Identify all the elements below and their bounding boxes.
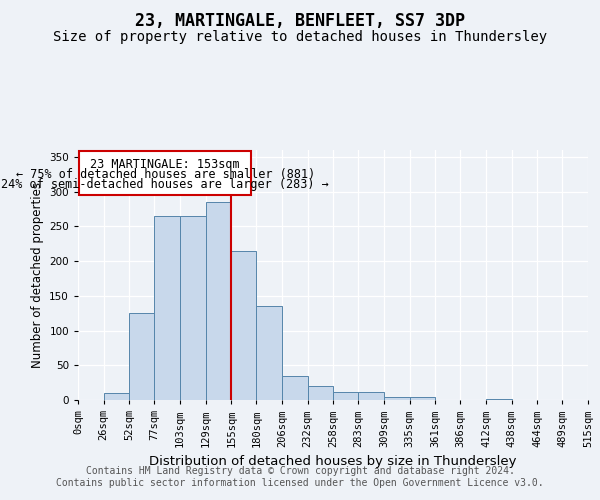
Bar [384, 396, 410, 400]
Text: ← 75% of detached houses are smaller (881): ← 75% of detached houses are smaller (88… [16, 168, 315, 181]
Text: 24% of semi-detached houses are larger (283) →: 24% of semi-detached houses are larger (… [1, 178, 329, 191]
Text: Size of property relative to detached houses in Thundersley: Size of property relative to detached ho… [53, 30, 547, 44]
Bar [130, 313, 154, 400]
Bar [282, 376, 308, 400]
Bar [334, 392, 358, 400]
Bar [104, 393, 130, 400]
FancyBboxPatch shape [79, 152, 251, 195]
Bar [206, 202, 232, 400]
Bar [308, 386, 334, 400]
Bar [154, 216, 180, 400]
Bar [180, 216, 206, 400]
Text: 23, MARTINGALE, BENFLEET, SS7 3DP: 23, MARTINGALE, BENFLEET, SS7 3DP [135, 12, 465, 30]
Y-axis label: Number of detached properties: Number of detached properties [31, 182, 44, 368]
Bar [358, 392, 384, 400]
Text: 23 MARTINGALE: 153sqm: 23 MARTINGALE: 153sqm [91, 158, 240, 172]
Bar [232, 250, 256, 400]
Bar [256, 306, 282, 400]
Text: Contains HM Land Registry data © Crown copyright and database right 2024.
Contai: Contains HM Land Registry data © Crown c… [56, 466, 544, 487]
X-axis label: Distribution of detached houses by size in Thundersley: Distribution of detached houses by size … [149, 455, 517, 468]
Bar [410, 396, 436, 400]
